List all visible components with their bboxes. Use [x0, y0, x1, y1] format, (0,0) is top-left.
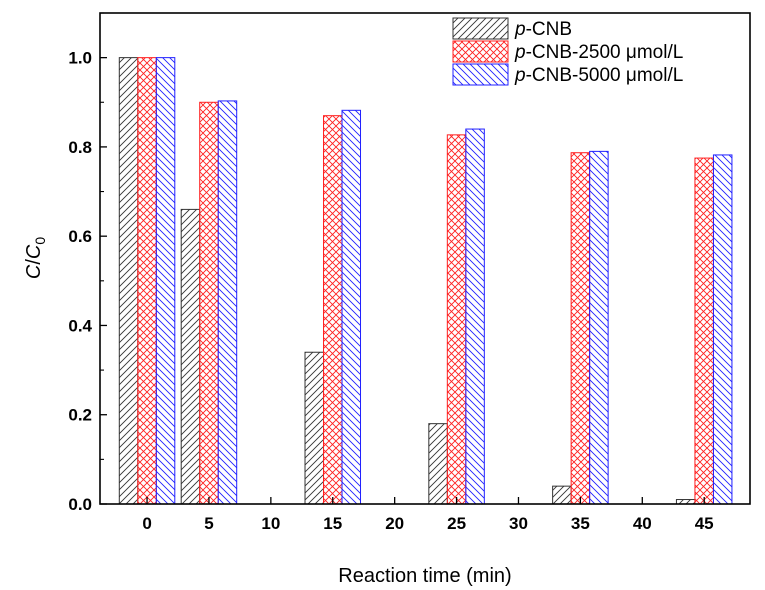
bar-series-2-t25	[446, 134, 467, 505]
bar-series-2-t15	[323, 115, 343, 505]
y-tick-label-0: 0.0	[68, 495, 92, 514]
y-tick-label-5: 1.0	[68, 49, 92, 68]
y-axis-title: C/C0	[23, 237, 48, 279]
bar-series-3-t15	[341, 109, 362, 505]
bars-layer	[118, 57, 733, 505]
x-tick-label-30: 30	[509, 514, 528, 533]
legend-swatch-3	[452, 63, 509, 86]
x-tick-label-40: 40	[633, 514, 652, 533]
bar-series-3-t45	[712, 154, 733, 505]
x-tick-label-35: 35	[571, 514, 590, 533]
bar-series-1-t5	[180, 208, 201, 505]
legend-label-2-prefix: p	[514, 42, 526, 63]
bar-series-1-t25	[428, 423, 448, 505]
bar-series-2-t45	[694, 157, 714, 505]
x-axis-title: Reaction time (min)	[338, 565, 511, 587]
y-axis-title-slash: /	[23, 259, 45, 265]
bar-series-3-t5	[217, 100, 238, 505]
bar-series-3-t25	[465, 128, 485, 505]
y-tick-label-2: 0.4	[68, 316, 92, 335]
legend-label-2: p-CNB-2500 μmol/L	[514, 42, 683, 63]
x-tick-label-0: 0	[142, 514, 151, 533]
legend-label-3-prefix: p	[514, 65, 526, 86]
bar-series-3-t35	[589, 150, 609, 505]
bar-series-3-t0	[155, 57, 176, 505]
legend-label-1-prefix: p	[514, 19, 526, 40]
bar-series-2-t35	[570, 152, 591, 505]
y-tick-label-3: 0.6	[68, 227, 92, 246]
ticks-layer: 0 5 10 15 20 25 30 35 40 45 0.0 0.2 0.4 0.6 0.8 1.0	[68, 12, 714, 533]
legend-label-1-rest: -CNB	[526, 19, 572, 40]
y-axis-title-sub-base: C	[23, 244, 45, 259]
bar-series-2-t0	[137, 57, 157, 505]
legend-label-1: p-CNB	[514, 19, 572, 40]
legend-label-3-rest: -CNB-5000 μmol/L	[526, 65, 684, 86]
bar-series-2-t5	[199, 101, 219, 505]
legend-label-3: p-CNB-5000 μmol/L	[514, 65, 683, 86]
plot-frame	[99, 12, 751, 505]
legend-swatch-2	[452, 40, 509, 63]
x-tick-label-5: 5	[204, 514, 213, 533]
legend-swatch-1	[452, 17, 509, 40]
y-tick-label-1: 0.2	[68, 406, 92, 425]
x-tick-label-10: 10	[261, 514, 280, 533]
bar-series-1-t0	[118, 57, 139, 505]
x-tick-label-45: 45	[695, 514, 714, 533]
bar-series-1-t15	[304, 351, 325, 505]
x-tick-label-15: 15	[323, 514, 342, 533]
legend-label-2-rest: -CNB-2500 μmol/L	[526, 42, 684, 63]
y-axis-title-subscript: 0	[32, 237, 48, 245]
bar-series-1-t35	[552, 485, 572, 505]
y-tick-label-4: 0.8	[68, 138, 92, 157]
y-axis-title-main: C	[23, 264, 45, 279]
x-tick-label-20: 20	[385, 514, 404, 533]
x-tick-label-25: 25	[447, 514, 466, 533]
